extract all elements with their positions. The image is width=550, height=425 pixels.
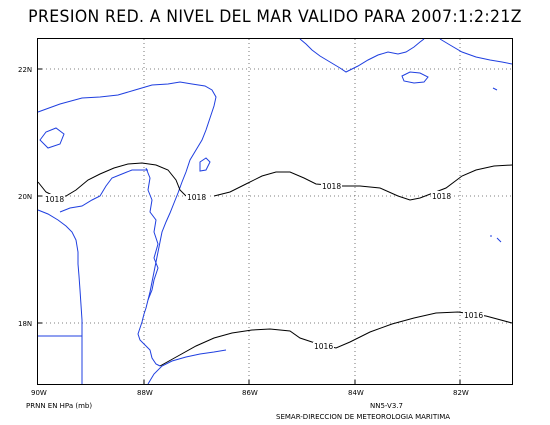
tick-marks [38, 68, 461, 384]
small-islands [490, 87, 502, 243]
lat-label-20n: 20N [18, 193, 32, 201]
lon-label-84w: 84W [348, 389, 364, 397]
belize-coast [137, 313, 161, 367]
lat-label-18n: 18N [18, 320, 32, 328]
honduras-coast [147, 349, 227, 385]
isobar-label: 1016 [314, 342, 333, 351]
cozumel [199, 157, 211, 172]
campeche-coast [37, 209, 83, 336]
isobar-label: 1018 [187, 193, 206, 202]
lat-label-22n: 22N [18, 66, 32, 74]
lon-label-88w: 88W [137, 389, 153, 397]
isobar-label: 1018 [322, 182, 341, 191]
isobar-1018-upper [37, 162, 187, 197]
isla-de-la-juventud [401, 71, 429, 84]
map-title: PRESION RED. A NIVEL DEL MAR VALIDO PARA… [28, 7, 522, 26]
lon-label-86w: 86W [242, 389, 258, 397]
lon-label-90w: 90W [31, 389, 47, 397]
source-credit: SEMAR-DIRECCION DE METEOROLOGIA MARITIMA [276, 413, 451, 421]
isobar-label: 1018 [45, 195, 64, 204]
lon-labels: 90W 88W 86W 84W 82W [31, 389, 469, 397]
isobar-labels: 1018 1018 1018 1018 1016 1016 [44, 182, 484, 351]
coastlines [37, 38, 513, 385]
isobar-label: 1016 [464, 311, 483, 320]
cuba-coast [299, 38, 425, 73]
map-frame [37, 38, 513, 385]
state-border [59, 169, 148, 213]
peninsula-interior-border [145, 167, 159, 301]
model-version: NN5-V3.7 [370, 402, 403, 410]
units-label: PRNN EN HPa (mb) [26, 402, 93, 410]
yucatan-coast [37, 81, 217, 315]
isobar-label: 1018 [432, 192, 451, 201]
lon-label-82w: 82W [453, 389, 469, 397]
graticule [38, 39, 512, 384]
cuba-east [439, 38, 513, 65]
isobar-1018-main [213, 164, 513, 201]
guatemala-border [38, 335, 83, 384]
lat-labels: 22N 20N 18N [18, 66, 32, 328]
lake-outline [39, 127, 65, 149]
isobar-1016-main [159, 311, 513, 367]
